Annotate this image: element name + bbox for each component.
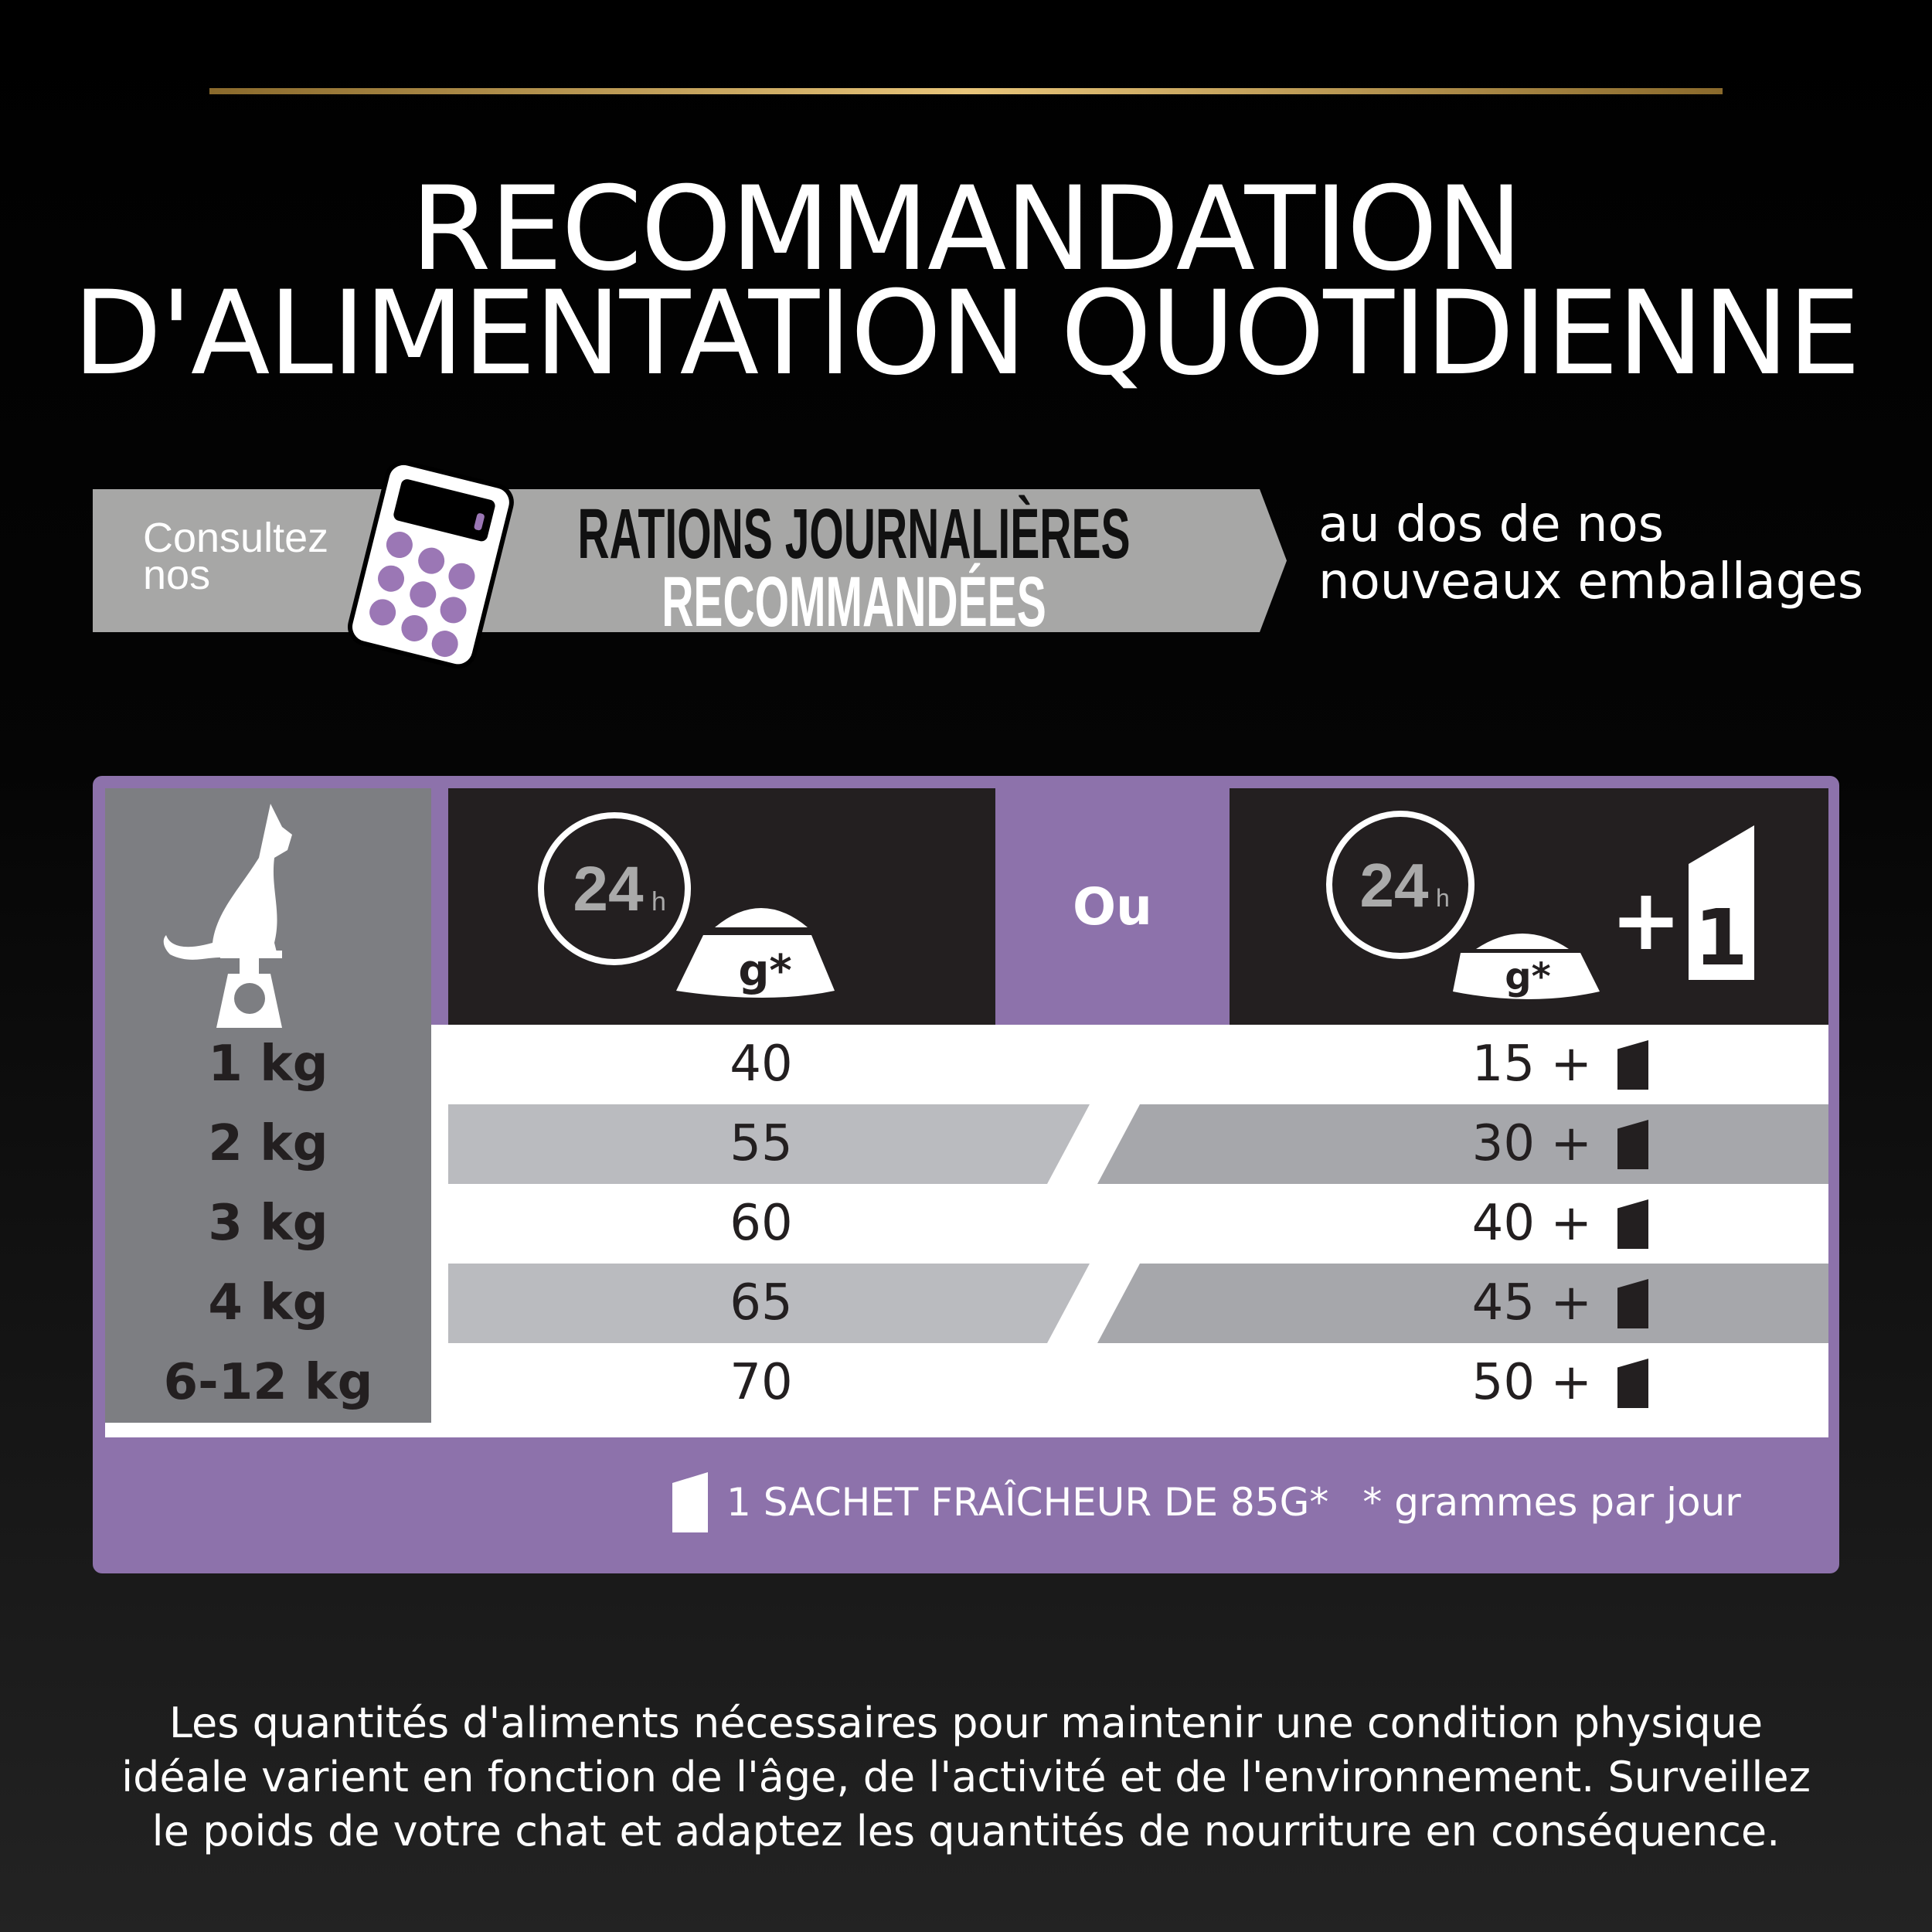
rations-title-line-2: RECOMMANDÉES — [662, 563, 1046, 641]
dry-grams-cell: 65 — [730, 1274, 793, 1332]
disclaimer-line-1: Les quantités d'aliments nécessaires pou… — [168, 1699, 1764, 1747]
weight-cell: 2 kg — [208, 1115, 328, 1172]
mixed-grams-cell: 40 + — [1471, 1195, 1592, 1252]
plus-sign: + — [1611, 870, 1682, 969]
weight-cell: 6-12 kg — [163, 1354, 373, 1411]
row-shade-right — [1097, 1104, 1828, 1184]
title-line-1: RECOMMANDATION — [410, 162, 1522, 297]
aside-line-1: au dos de nos — [1318, 496, 1664, 553]
clock-unit: h — [1436, 884, 1450, 912]
pouch-note: 1 SACHET FRAÎCHEUR DE 85G* — [726, 1480, 1329, 1525]
calculator-icon — [348, 460, 514, 668]
dry-grams-cell: 60 — [730, 1195, 793, 1252]
title-line-2: D'ALIMENTATION QUOTIDIENNE — [73, 267, 1861, 401]
rations-title-line-1: RATIONS JOURNALIÈRES — [577, 495, 1131, 573]
row-shade-left — [448, 1104, 1090, 1184]
gold-divider — [209, 88, 1723, 94]
cat-on-scale-icon — [163, 804, 292, 1028]
mixed-grams-cell: 30 + — [1471, 1115, 1592, 1172]
weight-cell: 3 kg — [208, 1195, 328, 1252]
pouch-icon — [1617, 1120, 1648, 1169]
rations-banner — [93, 489, 1287, 632]
pouch-icon — [1617, 1279, 1648, 1328]
clock-24h-bowl-pouch-icon: 24 h g* + 1 — [1326, 811, 1754, 999]
consult-text: Consultez nos — [143, 515, 329, 598]
consult-line-1: Consultez — [143, 515, 329, 561]
dry-grams-cell: 55 — [730, 1115, 793, 1172]
pouch-icon — [672, 1472, 708, 1532]
weight-cell: 1 kg — [208, 1036, 328, 1093]
row-shade-left — [448, 1264, 1090, 1343]
disclaimer-line-2: idéale varient en fonction de l'âge, de … — [121, 1753, 1811, 1801]
pouch-icon — [1617, 1359, 1648, 1408]
grams-note: * grammes par jour — [1362, 1480, 1741, 1525]
row-shade-right — [1097, 1264, 1828, 1343]
clock-label: 24 — [573, 854, 644, 924]
clock-label: 24 — [1360, 851, 1429, 920]
or-label: Ou — [995, 788, 1230, 1025]
clock-unit: h — [651, 887, 666, 917]
pouch-count: 1 — [1694, 893, 1748, 983]
consult-line-2: nos — [143, 552, 211, 598]
clock-24h-bowl-icon: 24 h g* — [538, 812, 835, 998]
bowl-label: g* — [738, 946, 791, 996]
aside-text: au dos de nos nouveaux emballages — [1318, 496, 1863, 611]
disclaimer-paragraph: Les quantités d'aliments nécessaires pou… — [0, 1696, 1932, 1859]
mixed-grams-cell: 50 + — [1471, 1354, 1592, 1411]
pouch-icon — [1617, 1040, 1648, 1090]
disclaimer-line-3: le poids de votre chat et adaptez les qu… — [151, 1807, 1781, 1855]
bowl-label: g* — [1505, 955, 1550, 998]
aside-line-2: nouveaux emballages — [1318, 553, 1864, 611]
dry-grams-cell: 40 — [730, 1036, 793, 1093]
table-footer: 1 SACHET FRAÎCHEUR DE 85G* * grammes par… — [672, 1472, 1741, 1532]
dry-grams-cell: 70 — [730, 1354, 793, 1411]
pouch-icon — [1617, 1199, 1648, 1249]
mixed-grams-cell: 15 + — [1471, 1036, 1592, 1093]
mixed-grams-cell: 45 + — [1471, 1274, 1592, 1332]
weight-cell: 4 kg — [208, 1274, 328, 1332]
